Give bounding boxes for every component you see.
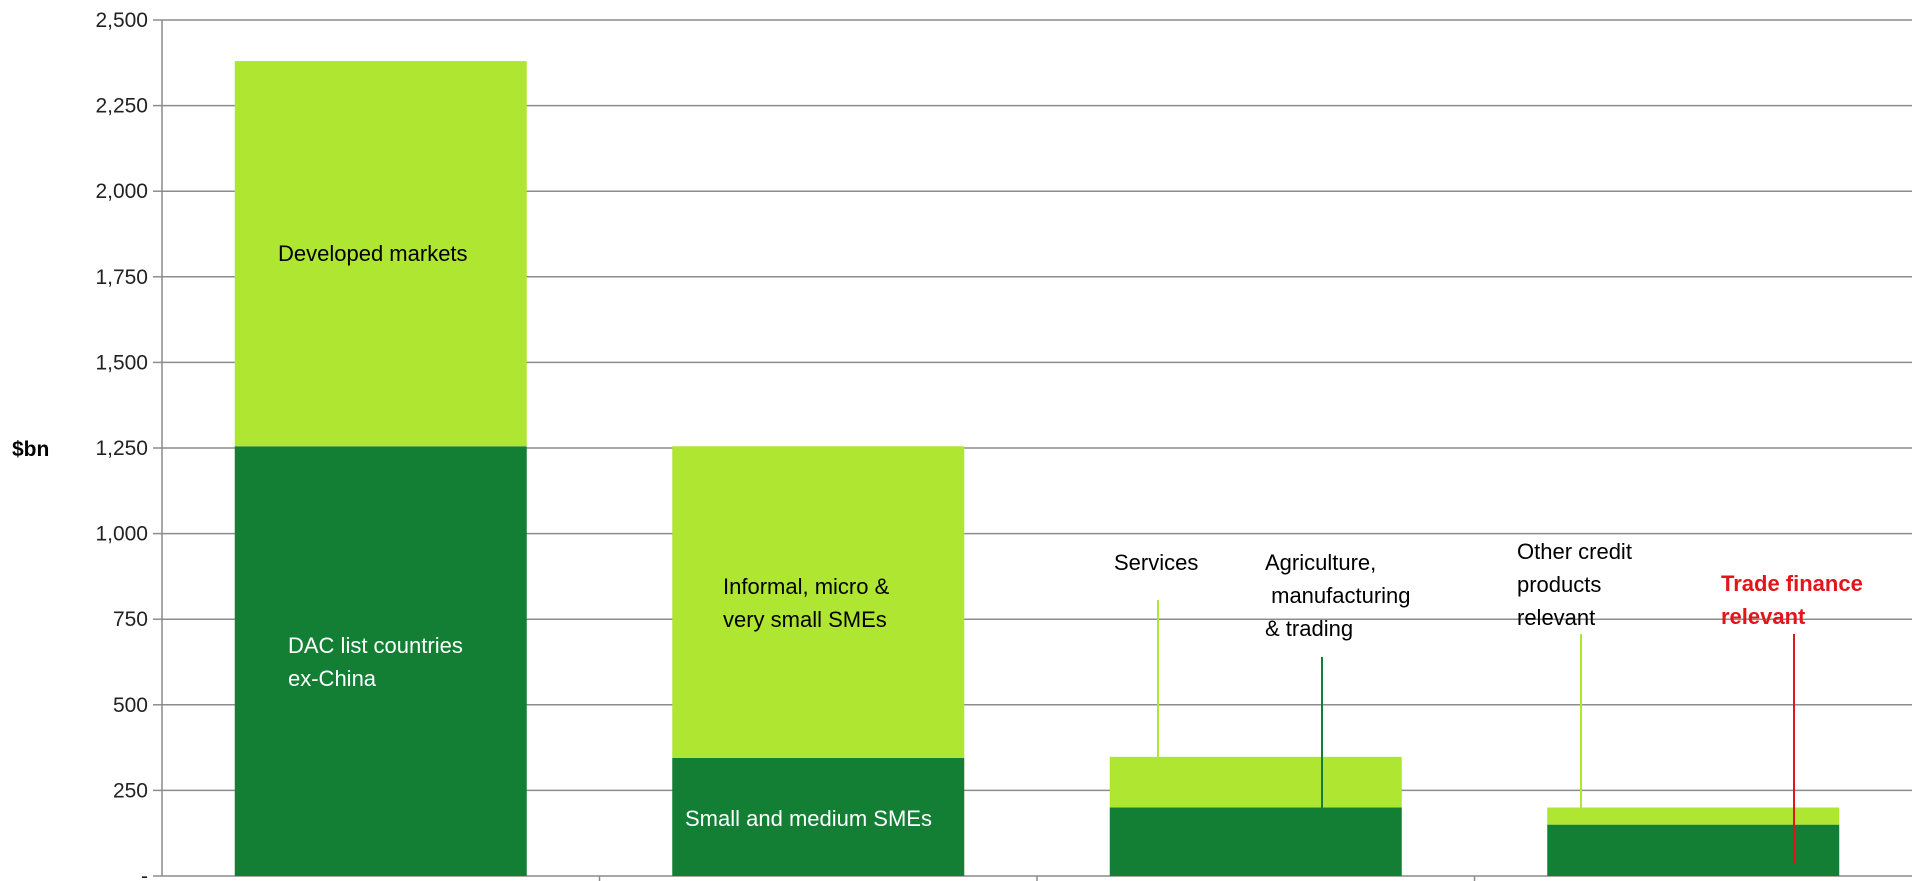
y-axis-label: $bn [12,438,49,461]
bar-segment [1109,756,1402,808]
y-tick-label: 1,500 [95,351,148,374]
segment-label: Informal, micro & very small SMEs [723,574,890,632]
leader-lines [1157,600,1795,876]
segment-label: Small and medium SMEs [685,806,932,831]
y-tick-label: 250 [113,779,148,802]
segment-label: Agriculture, manufacturing & trading [1265,550,1411,641]
y-tick-label: 2,500 [95,9,148,32]
y-tick-label: 2,250 [95,95,148,118]
segment-label: Trade finance relevant [1721,571,1863,629]
y-axis-ticks: - 250 500 750 1,000 1,250 1,500 1,750 2,000 2,250… [95,9,148,881]
bar-segment [672,446,965,758]
y-tick-label: 1,750 [95,266,148,289]
bar-segment [1547,824,1840,876]
segment-label: DAC list countries ex-China [288,633,463,691]
y-tick-label: - [141,865,148,881]
bar-segment [1109,807,1402,876]
bar-segment [234,446,527,876]
segment-label: Developed markets [278,241,468,266]
bars [234,61,1840,876]
bar-segment [672,757,965,876]
bar-segment [234,61,527,447]
segment-label: Other credit products relevant [1517,539,1632,630]
y-tick-label: 1,000 [95,523,148,546]
y-tick-label: 1,250 [95,437,148,460]
bar-segment [1547,807,1840,825]
segment-labels: Developed markets DAC list countries ex-Ch… [278,241,1863,831]
y-tick-label: 500 [113,694,148,717]
segment-label: Services [1114,550,1198,575]
y-tick-label: 2,000 [95,180,148,203]
y-tick-label: 750 [113,608,148,631]
